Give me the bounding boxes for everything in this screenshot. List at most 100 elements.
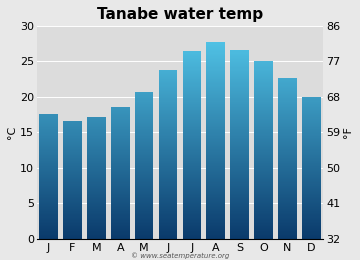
Bar	[278, 159, 297, 160]
Bar	[278, 205, 297, 206]
Bar	[111, 121, 130, 122]
Bar	[254, 238, 273, 239]
Bar	[278, 160, 297, 161]
Bar	[39, 208, 58, 209]
Bar	[159, 146, 177, 147]
Bar	[39, 118, 58, 119]
Bar	[278, 93, 297, 94]
Bar	[135, 179, 153, 180]
Bar	[254, 73, 273, 74]
Bar	[39, 195, 58, 196]
Bar	[39, 130, 58, 131]
Bar	[159, 216, 177, 217]
Bar	[63, 146, 82, 147]
Bar	[230, 71, 249, 72]
Bar	[183, 132, 201, 133]
Bar	[111, 139, 130, 140]
Bar	[159, 74, 177, 75]
Bar	[230, 148, 249, 149]
Bar	[183, 115, 201, 116]
Bar	[230, 60, 249, 61]
Bar	[278, 172, 297, 173]
Bar	[183, 68, 201, 70]
Bar	[87, 168, 105, 170]
Bar	[230, 77, 249, 78]
Bar	[254, 72, 273, 73]
Bar	[230, 56, 249, 57]
Bar	[135, 238, 153, 239]
Bar	[230, 237, 249, 238]
Bar	[63, 224, 82, 225]
Bar	[302, 176, 321, 177]
Bar	[159, 176, 177, 177]
Bar	[254, 230, 273, 231]
Bar	[206, 226, 225, 227]
Bar	[63, 193, 82, 194]
Bar	[135, 106, 153, 107]
Bar	[87, 157, 105, 158]
Bar	[278, 112, 297, 113]
Bar	[39, 192, 58, 193]
Bar	[183, 139, 201, 140]
Bar	[230, 138, 249, 139]
Bar	[183, 118, 201, 119]
Bar	[111, 180, 130, 181]
Bar	[254, 70, 273, 71]
Bar	[159, 94, 177, 95]
Bar	[63, 126, 82, 127]
Bar	[135, 209, 153, 210]
Bar	[183, 206, 201, 207]
Bar	[230, 183, 249, 184]
Bar	[254, 146, 273, 147]
Bar	[183, 209, 201, 210]
Bar	[230, 78, 249, 79]
Bar	[230, 76, 249, 77]
Bar	[206, 108, 225, 109]
Bar	[230, 89, 249, 90]
Bar	[254, 132, 273, 133]
Bar	[206, 110, 225, 111]
Bar	[63, 203, 82, 204]
Bar	[159, 107, 177, 108]
Bar	[278, 129, 297, 130]
Bar	[183, 190, 201, 191]
Bar	[254, 89, 273, 90]
Bar	[63, 199, 82, 200]
Bar	[39, 157, 58, 158]
Bar	[254, 192, 273, 193]
Bar	[63, 208, 82, 209]
Bar	[135, 208, 153, 209]
Bar	[111, 150, 130, 151]
Bar	[111, 132, 130, 133]
Bar	[159, 99, 177, 100]
Bar	[183, 54, 201, 55]
Bar	[135, 192, 153, 193]
Bar	[39, 178, 58, 179]
Bar	[230, 197, 249, 198]
Bar	[230, 50, 249, 51]
Bar	[183, 55, 201, 56]
Bar	[278, 187, 297, 188]
Bar	[302, 229, 321, 230]
Bar	[63, 225, 82, 226]
Bar	[63, 127, 82, 128]
Bar	[87, 155, 105, 156]
Bar	[183, 131, 201, 132]
Bar	[111, 185, 130, 186]
Bar	[159, 101, 177, 102]
Bar	[302, 111, 321, 112]
Bar	[254, 133, 273, 134]
Bar	[39, 173, 58, 174]
Bar	[63, 159, 82, 160]
Bar	[135, 96, 153, 97]
Bar	[39, 132, 58, 133]
Bar	[135, 214, 153, 216]
Bar	[278, 195, 297, 196]
Bar	[230, 171, 249, 172]
Bar	[135, 177, 153, 178]
Bar	[230, 214, 249, 216]
Bar	[254, 205, 273, 206]
Bar	[63, 188, 82, 189]
Bar	[159, 219, 177, 220]
Bar	[278, 88, 297, 89]
